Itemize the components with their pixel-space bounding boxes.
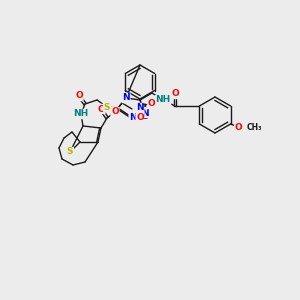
- Text: O: O: [171, 89, 179, 98]
- Text: O: O: [111, 107, 119, 116]
- Text: CH₃: CH₃: [247, 122, 262, 131]
- Text: S: S: [104, 103, 110, 112]
- Text: O: O: [97, 104, 105, 113]
- Text: O: O: [235, 122, 242, 131]
- Text: S: S: [67, 148, 73, 157]
- Text: N: N: [122, 94, 130, 103]
- Text: NH: NH: [155, 95, 171, 104]
- Text: N: N: [129, 113, 137, 122]
- Text: NH: NH: [74, 110, 88, 118]
- Text: +: +: [141, 102, 147, 108]
- Text: N: N: [141, 109, 149, 118]
- Text: O: O: [75, 92, 83, 100]
- Text: O: O: [147, 100, 155, 109]
- Text: O: O: [136, 113, 144, 122]
- Text: N: N: [136, 103, 144, 112]
- Text: ⁻: ⁻: [142, 116, 148, 126]
